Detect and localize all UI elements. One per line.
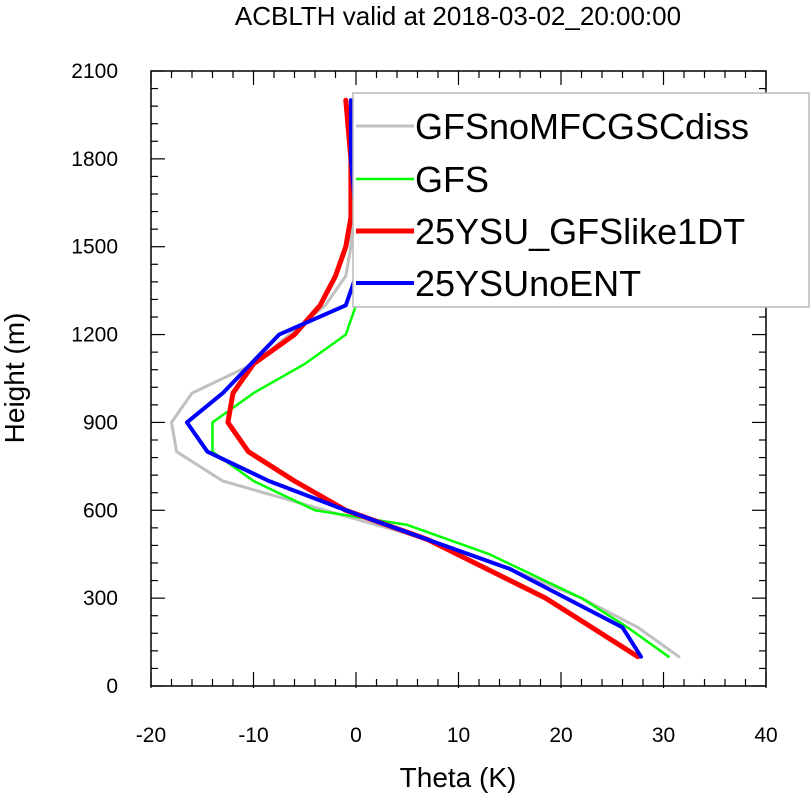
series-line-25YSU_GFSlike1DT — [225, 97, 641, 660]
y-tick-labels: 0 300 600 900 1200 1500 1800 2100 — [71, 60, 118, 698]
y-tick-label: 1200 — [71, 324, 118, 347]
y-tick-label: 300 — [83, 587, 118, 610]
chart-title: ACBLTH valid at 2018-03-02_20:00:00 — [235, 1, 681, 31]
y-tick-label: 900 — [83, 411, 118, 434]
y-tick-label: 2100 — [71, 60, 118, 83]
y-tick-label: 1500 — [71, 236, 118, 259]
x-axis-title: Theta (K) — [400, 762, 517, 793]
legend-box — [352, 92, 810, 308]
x-tick-label: -20 — [136, 724, 166, 747]
legend: GFSnoMFCGSCdiss GFS 25YSU_GFSlike1DT 25YSUn… — [352, 92, 810, 308]
y-tick-label: 0 — [106, 675, 118, 698]
x-tick-label: 40 — [754, 724, 777, 747]
legend-label: GFSnoMFCGSCdiss — [415, 106, 749, 147]
x-tick-label: 20 — [549, 724, 572, 747]
legend-label: 25YSU_GFSlike1DT — [415, 211, 745, 252]
x-tick-label: 30 — [652, 724, 675, 747]
x-tick-label: 0 — [350, 724, 362, 747]
x-tick-label: -10 — [238, 724, 268, 747]
legend-label: GFS — [415, 159, 489, 200]
y-tick-label: 1800 — [71, 148, 118, 171]
y-tick-label: 600 — [83, 499, 118, 522]
y-axis-title: Height (m) — [0, 313, 30, 444]
x-tick-labels: -20 -10 0 10 20 30 40 — [136, 724, 778, 747]
legend-label: 25YSUnoENT — [415, 263, 641, 304]
x-tick-label: 10 — [447, 724, 470, 747]
